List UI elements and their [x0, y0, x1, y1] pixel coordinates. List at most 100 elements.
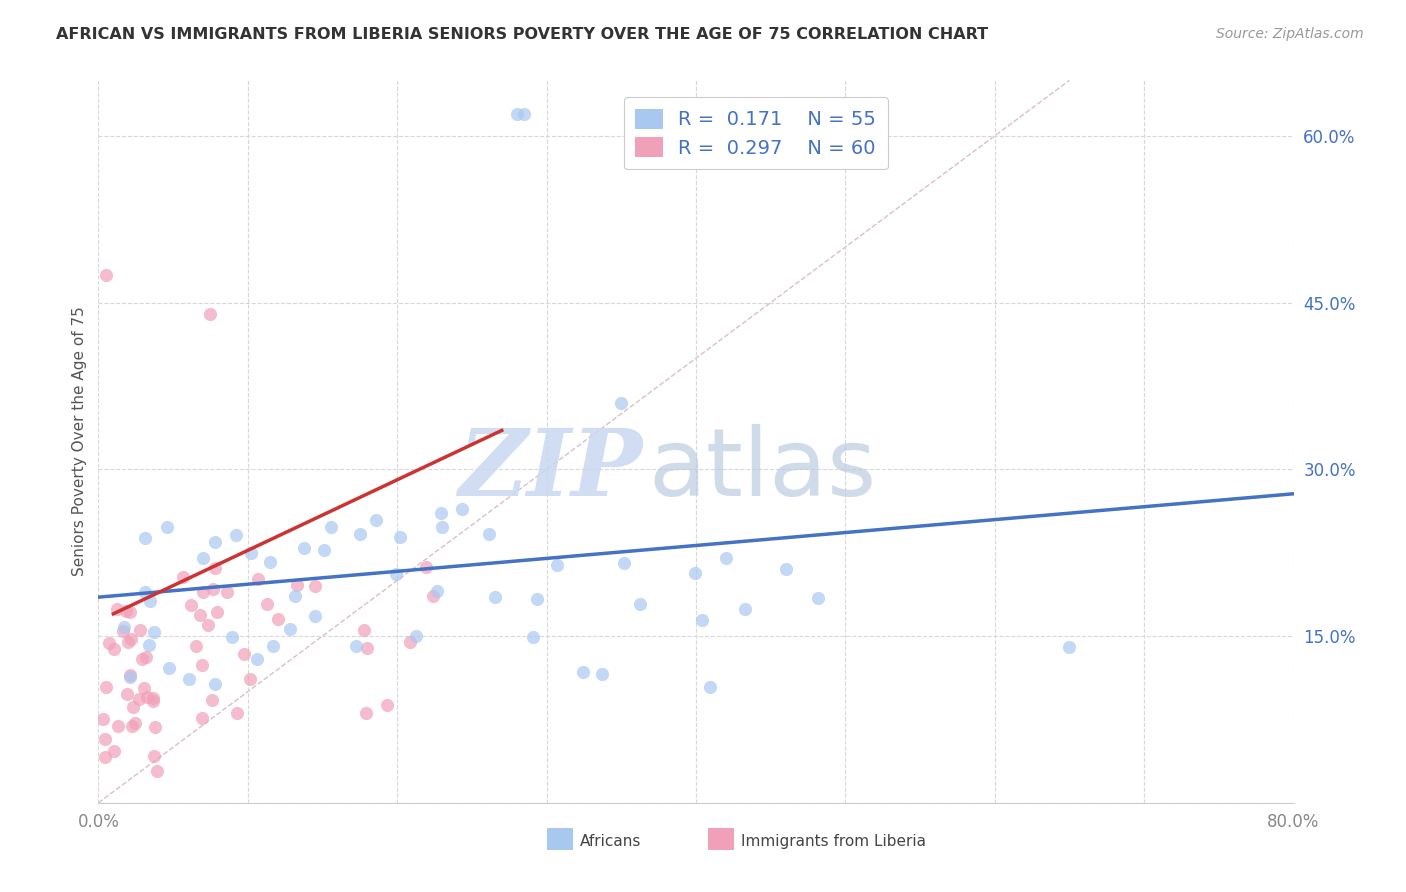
Point: [204, 677, 226, 691]
Point: [143, 720, 166, 734]
Point: [172, 570, 194, 584]
Legend: R =  0.171    N = 55, R =  0.297    N = 60: R = 0.171 N = 55, R = 0.297 N = 60: [624, 97, 887, 169]
Point: [136, 690, 159, 704]
Point: [344, 640, 367, 654]
Point: [205, 606, 228, 620]
Point: [191, 584, 214, 599]
Point: [247, 572, 270, 586]
Point: [405, 629, 427, 643]
Point: [304, 609, 326, 624]
Point: [94, 750, 117, 764]
Point: [610, 395, 633, 409]
Point: [146, 764, 169, 778]
Point: [267, 612, 290, 626]
Point: [422, 589, 444, 603]
Y-axis label: Seniors Poverty Over the Age of 75: Seniors Poverty Over the Age of 75: [72, 307, 87, 576]
Point: [312, 543, 335, 558]
Point: [191, 711, 214, 725]
Point: [132, 681, 155, 695]
Point: [128, 691, 150, 706]
Point: [591, 666, 613, 681]
Point: [118, 670, 141, 684]
Point: [714, 551, 737, 566]
Point: [157, 661, 180, 675]
Point: [690, 613, 713, 627]
Point: [385, 566, 408, 581]
Point: [131, 652, 153, 666]
Point: [142, 691, 165, 706]
Point: [526, 591, 548, 606]
Point: [484, 590, 506, 604]
Point: [321, 520, 343, 534]
Point: [94, 681, 117, 695]
Point: [356, 641, 378, 656]
Point: [94, 731, 117, 746]
Text: Immigrants from Liberia: Immigrants from Liberia: [741, 834, 927, 848]
Point: [138, 594, 160, 608]
Point: [129, 623, 152, 637]
Point: [628, 598, 651, 612]
Point: [366, 513, 388, 527]
Point: [775, 562, 797, 576]
Point: [522, 630, 544, 644]
Bar: [709, 828, 734, 850]
Point: [200, 307, 222, 321]
Point: [120, 632, 142, 646]
Point: [513, 106, 536, 120]
Point: [375, 698, 398, 713]
Text: Africans: Africans: [581, 834, 641, 848]
Point: [118, 668, 141, 682]
Point: [389, 530, 412, 544]
Point: [215, 585, 238, 599]
Point: [259, 555, 281, 569]
Point: [221, 631, 243, 645]
Point: [285, 578, 308, 592]
Point: [143, 625, 166, 640]
Text: AFRICAN VS IMMIGRANTS FROM LIBERIA SENIORS POVERTY OVER THE AGE OF 75 CORRELATIO: AFRICAN VS IMMIGRANTS FROM LIBERIA SENIO…: [56, 27, 988, 42]
Point: [699, 681, 721, 695]
Point: [478, 526, 501, 541]
Point: [91, 713, 114, 727]
Point: [246, 652, 269, 666]
Point: [239, 672, 262, 686]
Point: [134, 531, 156, 545]
Point: [155, 520, 177, 534]
Point: [177, 672, 200, 686]
Point: [134, 585, 156, 599]
Point: [115, 687, 138, 701]
Text: atlas: atlas: [648, 425, 876, 516]
Point: [304, 579, 326, 593]
Point: [430, 506, 453, 520]
Point: [103, 744, 125, 758]
Point: [143, 749, 166, 764]
Point: [138, 638, 160, 652]
Point: [184, 639, 207, 653]
Point: [121, 699, 143, 714]
Point: [354, 706, 377, 720]
Point: [191, 550, 214, 565]
Point: [1059, 640, 1081, 655]
Point: [734, 602, 756, 616]
Point: [233, 647, 256, 661]
Point: [112, 620, 135, 634]
Point: [202, 582, 225, 597]
Point: [204, 561, 226, 575]
Point: [124, 715, 146, 730]
Point: [353, 623, 375, 637]
Point: [204, 535, 226, 549]
Point: [292, 541, 315, 555]
Point: [613, 556, 636, 570]
Point: [262, 640, 284, 654]
Text: ZIP: ZIP: [458, 425, 643, 516]
Point: [112, 624, 135, 638]
Point: [201, 693, 224, 707]
Point: [284, 589, 307, 603]
Point: [94, 268, 117, 282]
Point: [98, 636, 121, 650]
Point: [807, 591, 830, 605]
Point: [105, 602, 128, 616]
Point: [191, 658, 214, 673]
Point: [225, 528, 247, 542]
Point: [415, 560, 437, 574]
Point: [180, 599, 202, 613]
